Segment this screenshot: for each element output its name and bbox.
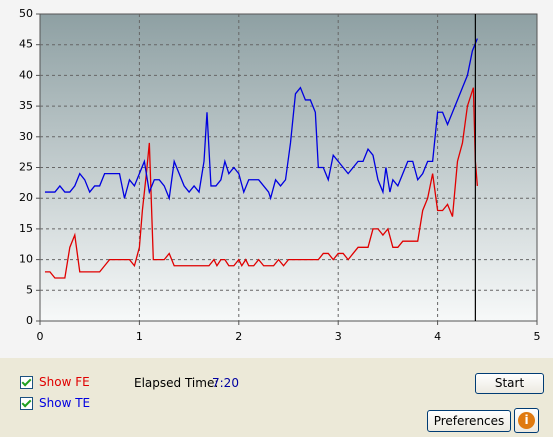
preferences-button[interactable]: Preferences — [427, 410, 511, 432]
elapsed-label: Elapsed Time: — [134, 376, 219, 390]
checkbox-fe[interactable]: Show FE — [20, 375, 90, 389]
y-tick-label: 15 — [19, 222, 33, 235]
data-line — [44, 87, 479, 279]
y-tick-label: 10 — [19, 253, 33, 266]
start-button[interactable]: Start — [475, 373, 544, 394]
checkbox-label: Show TE — [39, 396, 91, 410]
y-tick-label: 5 — [26, 283, 33, 296]
x-tick-label: 3 — [335, 330, 342, 343]
x-tick-label: 1 — [136, 330, 143, 343]
x-tick-label: 2 — [235, 330, 242, 343]
y-tick-label: 30 — [19, 130, 33, 143]
y-tick-label: 45 — [19, 38, 33, 51]
data-line — [44, 38, 478, 201]
checkbox-te[interactable]: Show TE — [20, 396, 90, 410]
info-icon: i — [518, 412, 535, 429]
elapsed-value: 7:20 — [212, 376, 239, 390]
x-tick-label: 4 — [434, 330, 441, 343]
x-tick-label: 0 — [37, 330, 44, 343]
y-tick-label: 35 — [19, 99, 33, 112]
x-tick-label: 5 — [534, 330, 541, 343]
info-button[interactable]: i — [514, 408, 539, 433]
checkbox-label: Show FE — [39, 375, 90, 389]
y-tick-label: 20 — [19, 191, 33, 204]
y-tick-label: 50 — [19, 7, 33, 20]
y-tick-label: 0 — [26, 314, 33, 327]
y-tick-label: 25 — [19, 161, 33, 174]
y-tick-label: 40 — [19, 68, 33, 81]
